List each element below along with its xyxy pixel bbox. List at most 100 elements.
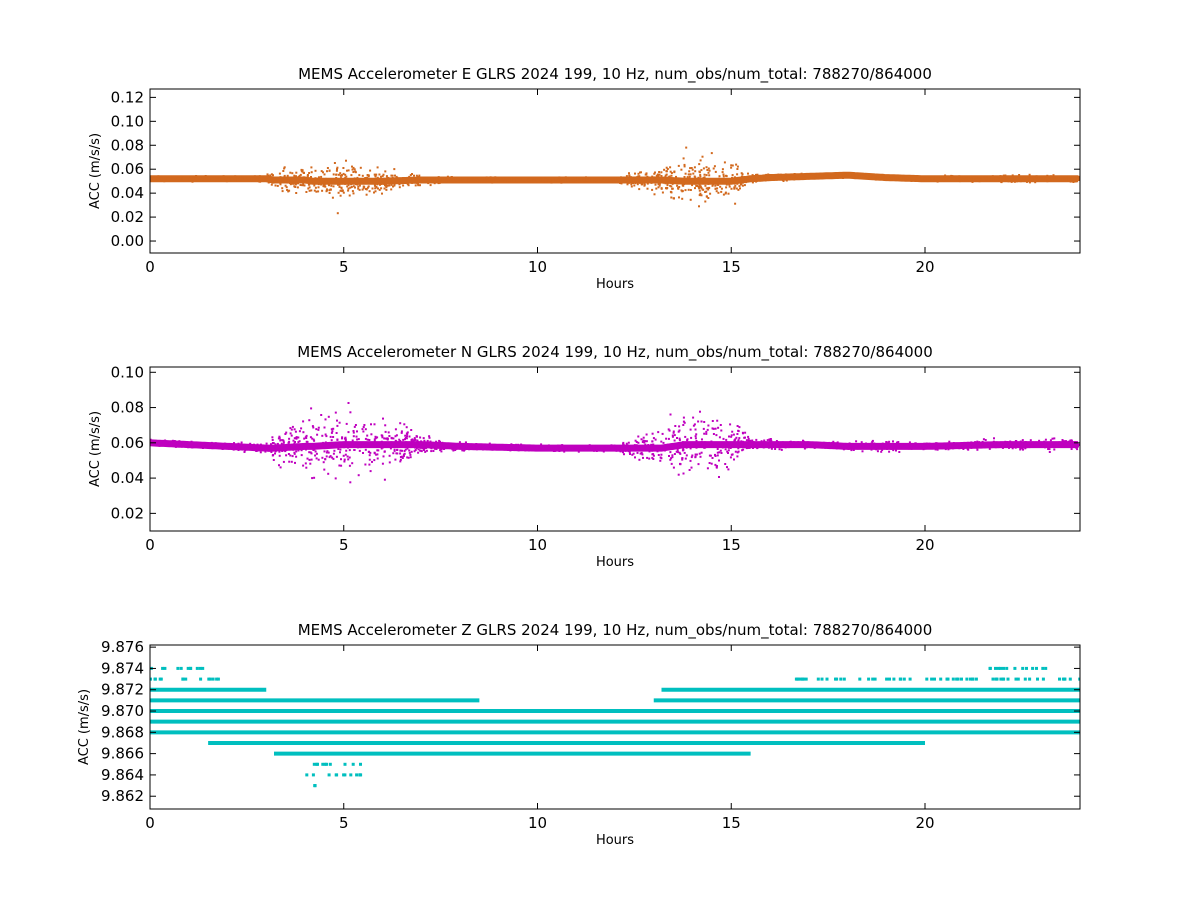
data-point — [174, 176, 177, 179]
data-point — [316, 433, 319, 436]
data-point — [332, 457, 335, 460]
data-point — [369, 470, 372, 473]
data-point — [336, 212, 339, 215]
data-point — [763, 446, 766, 449]
data-point — [293, 185, 296, 188]
data-point — [433, 182, 436, 185]
data-point — [952, 442, 955, 444]
data-point — [1058, 442, 1061, 445]
data-point — [374, 435, 377, 438]
data-point — [858, 175, 861, 178]
data-point — [416, 439, 419, 442]
data-point — [643, 182, 646, 185]
data-point — [269, 449, 272, 452]
data-point — [325, 182, 328, 185]
data-point — [698, 189, 701, 192]
data-point — [510, 177, 513, 180]
data-point — [270, 443, 272, 446]
data-point — [295, 182, 298, 185]
data-point — [202, 447, 204, 449]
data-point — [509, 445, 512, 448]
data-point — [250, 444, 253, 447]
data-point — [362, 182, 364, 185]
data-point — [678, 196, 680, 199]
data-point — [352, 185, 355, 188]
data-point — [418, 174, 421, 177]
data-point — [698, 205, 700, 208]
data-point — [885, 443, 888, 446]
data-point — [497, 179, 500, 182]
data-point — [455, 178, 458, 181]
data-point — [476, 179, 479, 182]
data-point — [625, 442, 628, 445]
data-point — [356, 176, 359, 179]
data-point — [302, 464, 305, 467]
data-point — [992, 175, 995, 178]
data-point — [389, 444, 392, 447]
data-point — [682, 472, 685, 475]
data-point — [287, 177, 290, 180]
data-point — [382, 417, 384, 420]
data-point — [625, 175, 628, 178]
data-point — [404, 436, 407, 439]
data-point — [670, 185, 673, 188]
data-point — [989, 445, 992, 448]
data-point — [668, 446, 671, 449]
data-point — [617, 449, 620, 452]
data-point — [261, 448, 263, 451]
data-point — [259, 177, 261, 180]
data-point — [414, 438, 417, 441]
data-point — [409, 174, 412, 177]
data-point — [347, 458, 350, 461]
data-point — [727, 192, 730, 195]
data-point — [1068, 442, 1071, 445]
data-point — [576, 178, 579, 181]
data-point — [895, 449, 897, 452]
data-point — [760, 440, 763, 443]
data-point — [193, 442, 196, 445]
data-point — [790, 443, 793, 446]
data-point — [828, 176, 831, 178]
data-point — [669, 190, 672, 193]
data-point — [190, 444, 193, 447]
data-point — [1048, 444, 1051, 447]
data-point — [660, 176, 663, 179]
data-point — [212, 444, 215, 447]
data-point — [878, 177, 881, 180]
data-point — [806, 176, 809, 179]
data-point — [803, 447, 806, 450]
data-point — [800, 174, 803, 177]
data-point — [259, 446, 261, 449]
data-point — [1065, 443, 1068, 445]
data-point — [777, 443, 780, 446]
data-point — [836, 174, 839, 177]
data-point — [745, 444, 748, 447]
data-point — [470, 179, 473, 182]
data-point — [498, 447, 501, 450]
data-point — [192, 177, 195, 180]
data-point — [628, 172, 630, 175]
data-point — [493, 178, 496, 181]
data-point — [482, 448, 484, 451]
data-point — [725, 438, 728, 441]
data-point — [512, 446, 515, 449]
data-point — [264, 448, 267, 451]
data-point — [640, 438, 643, 441]
data-point — [408, 175, 411, 178]
data-point — [742, 440, 744, 443]
data-point — [764, 176, 767, 179]
data-point — [346, 169, 348, 172]
data-point — [167, 178, 170, 181]
data-point — [634, 456, 636, 459]
data-point — [374, 184, 377, 187]
data-point — [611, 447, 614, 450]
data-point — [733, 458, 735, 461]
data-point — [716, 443, 719, 446]
data-point — [396, 449, 399, 451]
data-point — [295, 171, 298, 174]
data-point — [721, 446, 724, 449]
data-point — [324, 443, 327, 446]
data-point — [1019, 440, 1022, 443]
data-point — [429, 446, 432, 449]
data-point — [669, 166, 672, 169]
